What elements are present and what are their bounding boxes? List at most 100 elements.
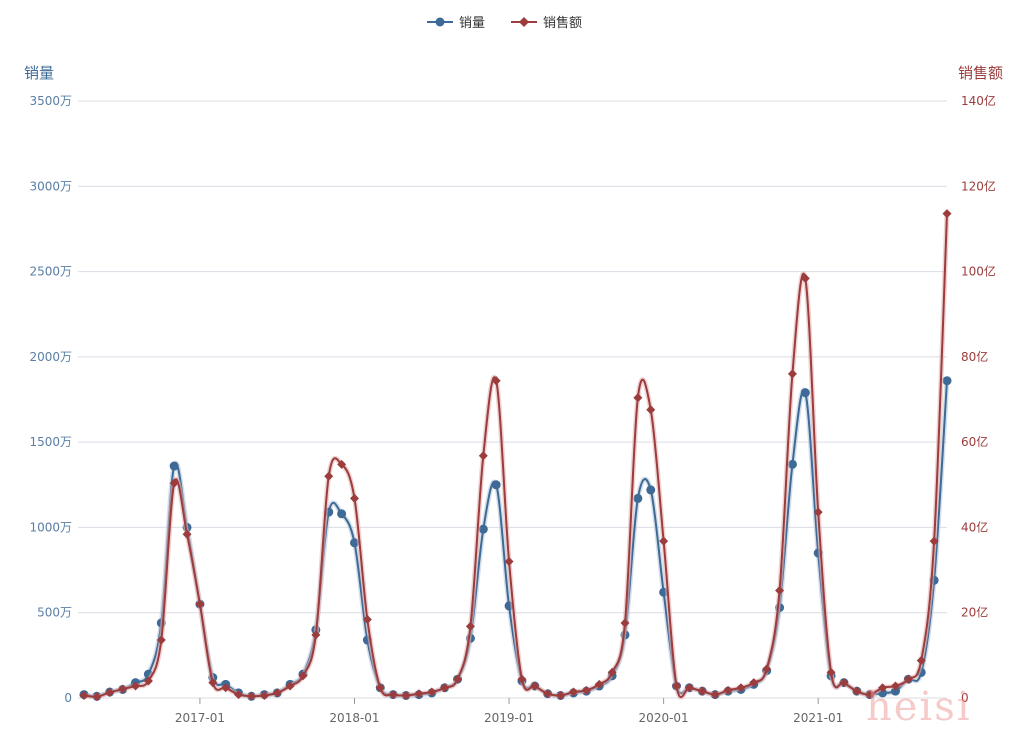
revenue-point [878, 683, 888, 693]
legend-volume-label: 销量 [458, 16, 485, 31]
revenue-point [762, 664, 772, 674]
revenue-point [478, 451, 488, 461]
legend-revenue-marker [511, 16, 537, 27]
revenue-point [929, 536, 939, 546]
right-tick-label: 60亿 [961, 434, 988, 449]
right-axis-name: 销售额 [957, 64, 1003, 82]
revenue-point [775, 586, 785, 596]
revenue-point [594, 679, 604, 689]
left-tick-label: 0 [64, 691, 72, 705]
revenue-point [517, 674, 527, 684]
revenue-point [723, 685, 733, 695]
revenue-point [182, 529, 192, 539]
volume-point [349, 538, 359, 548]
revenue-point [414, 689, 424, 699]
revenue-point [324, 471, 334, 481]
x-tick-label: 2021-01 [793, 711, 843, 725]
watermark: heisi [866, 684, 972, 730]
revenue-point [826, 667, 836, 677]
revenue-point [504, 557, 514, 567]
legend-item-revenue[interactable]: 销售额 [511, 12, 582, 31]
revenue-point [852, 686, 862, 696]
revenue-point [659, 536, 669, 546]
volume-point [337, 509, 347, 519]
x-tick-label: 2020-01 [639, 711, 689, 725]
revenue-point [672, 681, 682, 691]
revenue-point [92, 692, 102, 702]
revenue-point [697, 686, 707, 696]
revenue-point [298, 671, 308, 681]
left-axis-name: 销量 [24, 64, 55, 82]
revenue-point [195, 599, 205, 609]
revenue-point [813, 507, 823, 517]
x-tick-label: 2018-01 [329, 711, 379, 725]
revenue-point [131, 681, 141, 691]
right-tick-label: 40亿 [961, 519, 988, 534]
legend-revenue-label: 销售额 [543, 16, 583, 31]
revenue-point [105, 687, 115, 697]
revenue-point [79, 690, 89, 700]
revenue-point [607, 667, 617, 677]
revenue-point [234, 690, 244, 700]
revenue-point [156, 635, 166, 645]
revenue-point [916, 655, 926, 665]
x-tick-label: 2017-01 [175, 711, 225, 725]
revenue-point [427, 687, 437, 697]
volume-point [491, 480, 501, 490]
revenue-point [942, 209, 952, 219]
revenue-point [903, 674, 913, 684]
revenue-point [143, 676, 153, 686]
revenue-point [259, 690, 269, 700]
revenue-point [285, 681, 295, 691]
right-tick-label: 120亿 [961, 178, 996, 193]
left-tick-label: 2000万 [29, 350, 72, 364]
volume-point [169, 461, 179, 471]
revenue-point [684, 683, 694, 693]
revenue-point [568, 687, 578, 697]
revenue-point [890, 681, 900, 691]
revenue-point [337, 459, 347, 469]
revenue-point [556, 690, 566, 700]
revenue-point [736, 683, 746, 693]
revenue-point [349, 493, 359, 503]
revenue-point [440, 683, 450, 693]
volume-point [646, 485, 656, 495]
revenue-point [375, 683, 385, 693]
volume-point [942, 376, 952, 386]
revenue-point [388, 690, 398, 700]
revenue-point [246, 691, 256, 701]
left-tick-label: 3000万 [29, 179, 72, 193]
right-tick-label: 80亿 [961, 349, 988, 364]
revenue-point [543, 689, 553, 699]
revenue-point [465, 621, 475, 631]
revenue-point [646, 405, 656, 415]
revenue-point [865, 690, 875, 700]
revenue-point [839, 678, 849, 688]
right-tick-label: 20亿 [961, 605, 988, 620]
x-tick-label: 2019-01 [484, 711, 534, 725]
right-tick-label: 0 [961, 691, 969, 705]
revenue-point [491, 376, 501, 386]
revenue-point [530, 681, 540, 691]
revenue-point [620, 618, 630, 628]
revenue-point [800, 273, 810, 283]
left-tick-label: 500万 [37, 606, 72, 620]
revenue-point [362, 615, 372, 625]
volume-point [800, 388, 810, 398]
revenue-point [221, 683, 231, 693]
revenue-point [272, 688, 282, 698]
revenue-point [401, 690, 411, 700]
revenue-point [787, 369, 797, 379]
legend-item-volume[interactable]: 销量 [426, 12, 485, 31]
left-tick-label: 1000万 [29, 520, 72, 534]
revenue-point [710, 690, 720, 700]
left-tick-label: 3500万 [29, 94, 72, 108]
revenue-point [208, 678, 218, 688]
right-tick-label: 100亿 [961, 264, 996, 279]
revenue-point [749, 678, 759, 688]
revenue-point [118, 684, 128, 694]
revenue-point [633, 393, 643, 403]
left-tick-label: 1500万 [29, 435, 72, 449]
right-tick-label: 140亿 [961, 93, 996, 108]
